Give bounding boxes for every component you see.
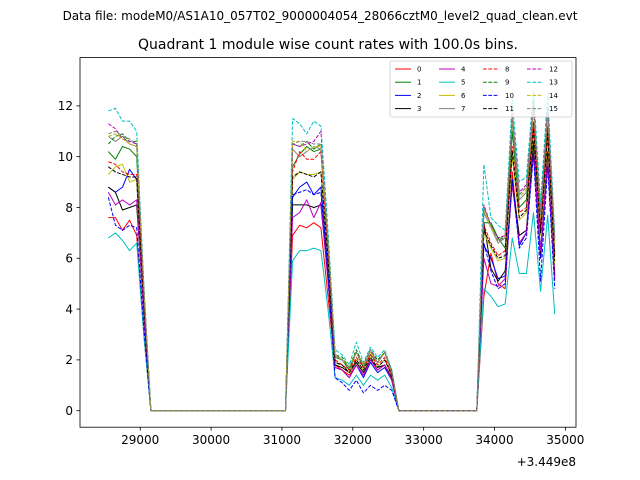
y-tick-label: 10 (58, 150, 73, 164)
x-offset-label: +3.449e8 (517, 455, 576, 469)
legend-label-0: 0 (417, 66, 421, 74)
legend-label-5: 5 (461, 79, 465, 87)
legend-label-9: 9 (505, 79, 509, 87)
series-line-0 (108, 146, 556, 412)
x-tick-label: 29000 (121, 433, 159, 447)
legend-label-4: 4 (461, 66, 466, 74)
y-axis: 0 2 4 6 8 10 12 (58, 99, 80, 418)
series-line-1 (107, 123, 556, 412)
legend-label-1: 1 (417, 79, 421, 87)
legend-label-8: 8 (505, 66, 509, 74)
y-tick-label: 12 (58, 99, 73, 113)
series-line-8 (108, 120, 556, 412)
legend-label-10: 10 (505, 92, 514, 100)
y-tick-label: 4 (65, 302, 73, 316)
x-axis: 29000 30000 31000 32000 33000 34000 35000 (121, 427, 584, 447)
series-line-14 (108, 105, 556, 412)
y-tick-label: 8 (65, 201, 73, 215)
x-tick-label: 34000 (475, 433, 513, 447)
legend-label-15: 15 (549, 105, 558, 113)
legend-label-2: 2 (417, 92, 421, 100)
y-tick-label: 2 (65, 353, 73, 367)
series-line-15 (108, 102, 556, 412)
chart-title: Quadrant 1 module wise count rates with … (138, 37, 518, 53)
legend-label-7: 7 (461, 105, 465, 113)
legend-label-11: 11 (505, 105, 514, 113)
legend-label-3: 3 (417, 105, 421, 113)
series-line-4 (107, 151, 556, 412)
y-tick-label: 0 (65, 404, 73, 418)
legend-box (389, 60, 573, 118)
series-line-3 (108, 140, 556, 412)
x-tick-label: 35000 (546, 433, 584, 447)
y-tick-label: 6 (65, 252, 73, 266)
plot-area (107, 90, 556, 412)
series-line-12 (108, 100, 556, 412)
axes-frame (79, 57, 577, 428)
legend-label-12: 12 (549, 66, 558, 74)
series-line-2 (108, 151, 556, 412)
x-tick-label: 31000 (263, 433, 301, 447)
legend-label-14: 14 (549, 92, 558, 100)
legend-label-13: 13 (549, 79, 558, 87)
x-tick-label: 30000 (192, 433, 230, 447)
chart-suptitle: Data file: modeM0/AS1A10_057T02_90000040… (63, 9, 578, 23)
x-tick-label: 33000 (405, 433, 443, 447)
x-tick-label: 32000 (334, 433, 372, 447)
legend-label-6: 6 (461, 92, 466, 100)
